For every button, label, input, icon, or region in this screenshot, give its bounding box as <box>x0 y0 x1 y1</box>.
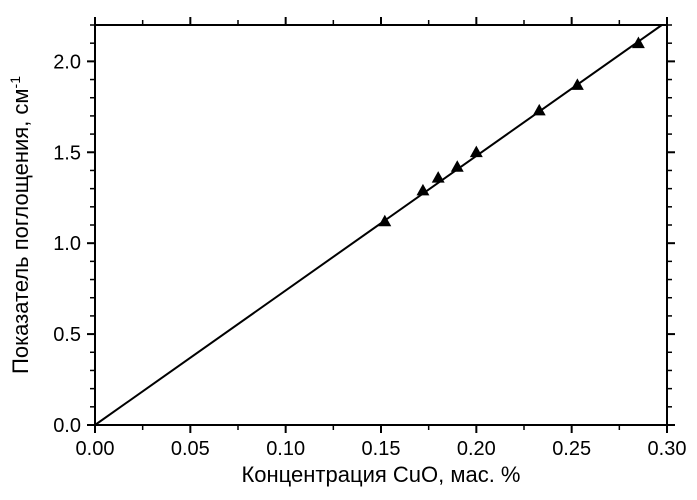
svg-text:0.30: 0.30 <box>648 438 687 460</box>
svg-text:0.20: 0.20 <box>457 438 496 460</box>
scatter-chart: 0.00 0.05 0.10 0.15 0.20 0.25 0.30 0.0 0.5 1.0 1.5… <box>0 0 697 500</box>
svg-text:0.05: 0.05 <box>171 438 210 460</box>
svg-text:0.0: 0.0 <box>53 415 81 437</box>
svg-text:0.15: 0.15 <box>362 438 401 460</box>
svg-text:Концентрация CuO, мас. %: Концентрация CuO, мас. % <box>241 462 520 487</box>
svg-text:2.0: 2.0 <box>53 51 81 73</box>
svg-text:0.10: 0.10 <box>266 438 305 460</box>
svg-text:1.0: 1.0 <box>53 233 81 255</box>
chart-container: 0.00 0.05 0.10 0.15 0.20 0.25 0.30 0.0 0.5 1.0 1.5… <box>0 0 697 500</box>
svg-text:0.25: 0.25 <box>552 438 591 460</box>
svg-text:1.5: 1.5 <box>53 142 81 164</box>
svg-text:0.00: 0.00 <box>76 438 115 460</box>
svg-text:0.5: 0.5 <box>53 324 81 346</box>
svg-text:Показатель поглощения, см-1: Показатель поглощения, см-1 <box>7 76 33 374</box>
